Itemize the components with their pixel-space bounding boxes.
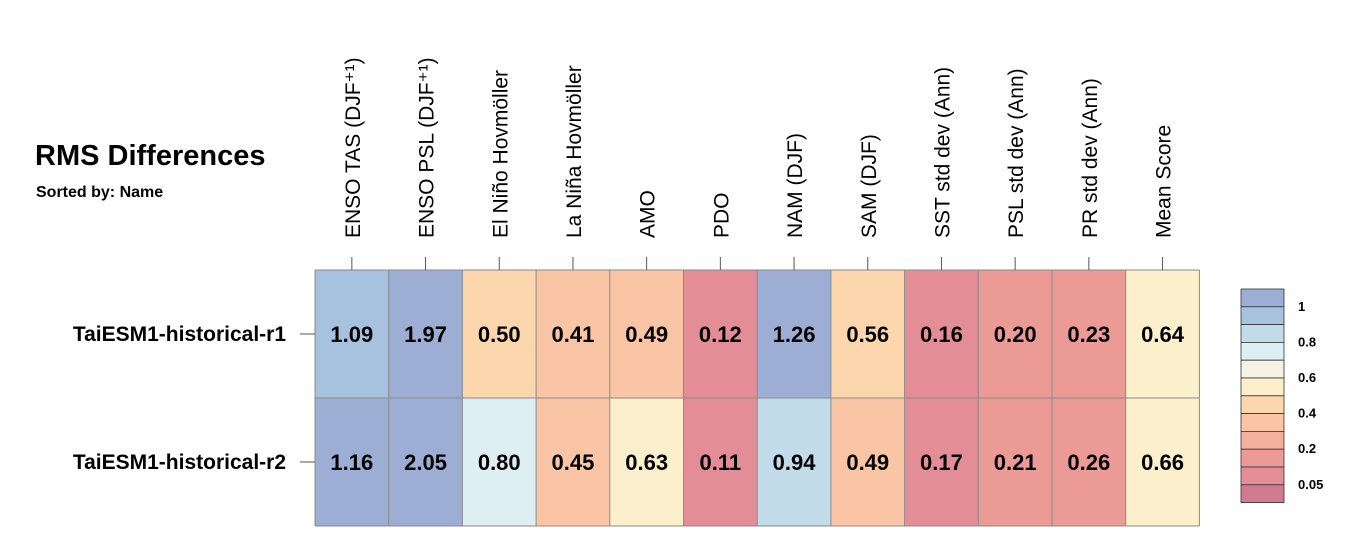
colorbar-swatch — [1240, 324, 1285, 343]
colorbar-swatch — [1240, 466, 1285, 486]
cell-value-label: 1.97 — [404, 322, 447, 347]
row-label: TaiESM1-historical-r1 — [73, 323, 286, 346]
heatmap-cell — [1052, 270, 1126, 398]
row-label: TaiESM1-historical-r2 — [73, 451, 286, 474]
cell-value-label: 0.49 — [625, 322, 668, 347]
cell-value-label: 0.23 — [1067, 322, 1110, 347]
colorbar-swatch — [1240, 341, 1285, 361]
cell-value-label: 0.66 — [1141, 450, 1184, 475]
colorbar-swatch — [1240, 448, 1285, 468]
chart-subtitle: Sorted by: Name — [36, 184, 164, 201]
colorbar-swatch — [1240, 484, 1285, 503]
cell-value-label: 0.41 — [552, 322, 595, 347]
column-header: PR std dev (Ann) — [1079, 78, 1102, 238]
colorbar-swatch — [1240, 288, 1285, 308]
colorbar-swatch — [1240, 430, 1285, 450]
heatmap-cell — [683, 270, 758, 398]
column-header: Mean Score — [1153, 125, 1176, 238]
heatmap-cell — [315, 270, 389, 398]
colorbar-legend: 1 0.8 0.6 0.4 0.2 0.05 — [1240, 288, 1323, 503]
heatmap-cell — [536, 398, 610, 526]
heatmap-cells — [315, 270, 1200, 526]
heatmap-cell — [315, 398, 389, 526]
heatmap-cell — [1125, 398, 1200, 526]
column-header: SAM (DJF) — [858, 134, 881, 238]
colorbar-swatch — [1240, 377, 1285, 397]
heatmap-cell — [830, 398, 905, 526]
cell-value-label: 0.49 — [846, 450, 889, 475]
cell-value-label: 0.45 — [552, 450, 595, 475]
heatmap-cell — [904, 398, 979, 526]
colorbar-tick-label: 0.05 — [1298, 477, 1323, 492]
colorbar-swatch — [1240, 395, 1285, 414]
cell-value-label: 0.26 — [1067, 450, 1110, 475]
colorbar-tick-label: 0.4 — [1298, 406, 1317, 421]
cell-value-label: 0.80 — [478, 450, 521, 475]
column-header: PSL std dev (Ann) — [1005, 68, 1028, 238]
heatmap-cell — [757, 398, 831, 526]
column-header: PDO — [710, 192, 733, 238]
heatmap-cell — [683, 398, 758, 526]
heatmap-cell — [1052, 398, 1126, 526]
cell-value-label: 0.63 — [625, 450, 668, 475]
colorbar-swatch — [1240, 359, 1285, 379]
column-header: ENSO TAS (DJF⁺¹) — [342, 57, 365, 238]
cell-value-label: 0.56 — [846, 322, 889, 347]
heatmap-cell — [388, 398, 463, 526]
heatmap-cell — [830, 270, 905, 398]
cell-value-label: 1.26 — [773, 322, 816, 347]
colorbar-tick-label: 0.6 — [1298, 370, 1316, 385]
column-header: NAM (DJF) — [784, 133, 807, 238]
column-header: AMO — [637, 190, 660, 238]
colorbar-swatch — [1240, 306, 1285, 325]
cell-value-label: 0.21 — [994, 450, 1037, 475]
cell-value-label: 0.11 — [700, 450, 742, 475]
cell-value-label: 2.05 — [404, 450, 447, 475]
axis-ticks — [300, 257, 1164, 463]
colorbar-tick-label: 1 — [1298, 299, 1305, 314]
cell-labels: 1.09 1.97 0.50 0.41 0.49 0.12 1.26 0.56 0.16 0.20… — [330, 322, 1184, 475]
cell-value-label: 0.64 — [1141, 322, 1185, 347]
colorbar-swatch — [1240, 413, 1285, 432]
heatmap-cell — [1125, 270, 1200, 398]
row-labels: TaiESM1-historical-r1 TaiESM1-historical-… — [73, 323, 286, 474]
heatmap-cell — [536, 270, 610, 398]
heatmap-cell — [462, 398, 537, 526]
heatmap-cell — [978, 398, 1052, 526]
heatmap-cell — [609, 398, 684, 526]
cell-value-label: 0.16 — [920, 322, 963, 347]
chart-title: RMS Differences — [35, 140, 266, 172]
column-headers: ENSO TAS (DJF⁺¹) ENSO PSL (DJF⁺¹) El Niño … — [342, 57, 1176, 238]
heatmap-cell — [388, 270, 463, 398]
heatmap-cell — [904, 270, 979, 398]
cell-value-label: 0.12 — [699, 322, 742, 347]
colorbar-tick-label: 0.2 — [1298, 441, 1316, 456]
cell-value-label: 1.16 — [330, 450, 373, 475]
cell-value-label: 0.94 — [773, 450, 817, 475]
cell-value-label: 0.20 — [994, 322, 1037, 347]
column-header: El Niño Hovmöller — [489, 70, 512, 238]
colorbar-tick-label: 0.8 — [1298, 334, 1316, 349]
heatmap-cell — [609, 270, 684, 398]
column-header: SST std dev (Ann) — [931, 67, 954, 238]
heatmap-cell — [462, 270, 537, 398]
cell-value-label: 1.09 — [330, 322, 373, 347]
heatmap-grid — [314, 269, 1200, 527]
column-header: ENSO PSL (DJF⁺¹) — [416, 57, 439, 238]
heatmap-cell — [978, 270, 1052, 398]
heatmap-cell — [757, 270, 831, 398]
cell-value-label: 0.17 — [920, 450, 963, 475]
column-header: La Niña Hovmöller — [563, 65, 586, 238]
cell-value-label: 0.50 — [478, 322, 521, 347]
